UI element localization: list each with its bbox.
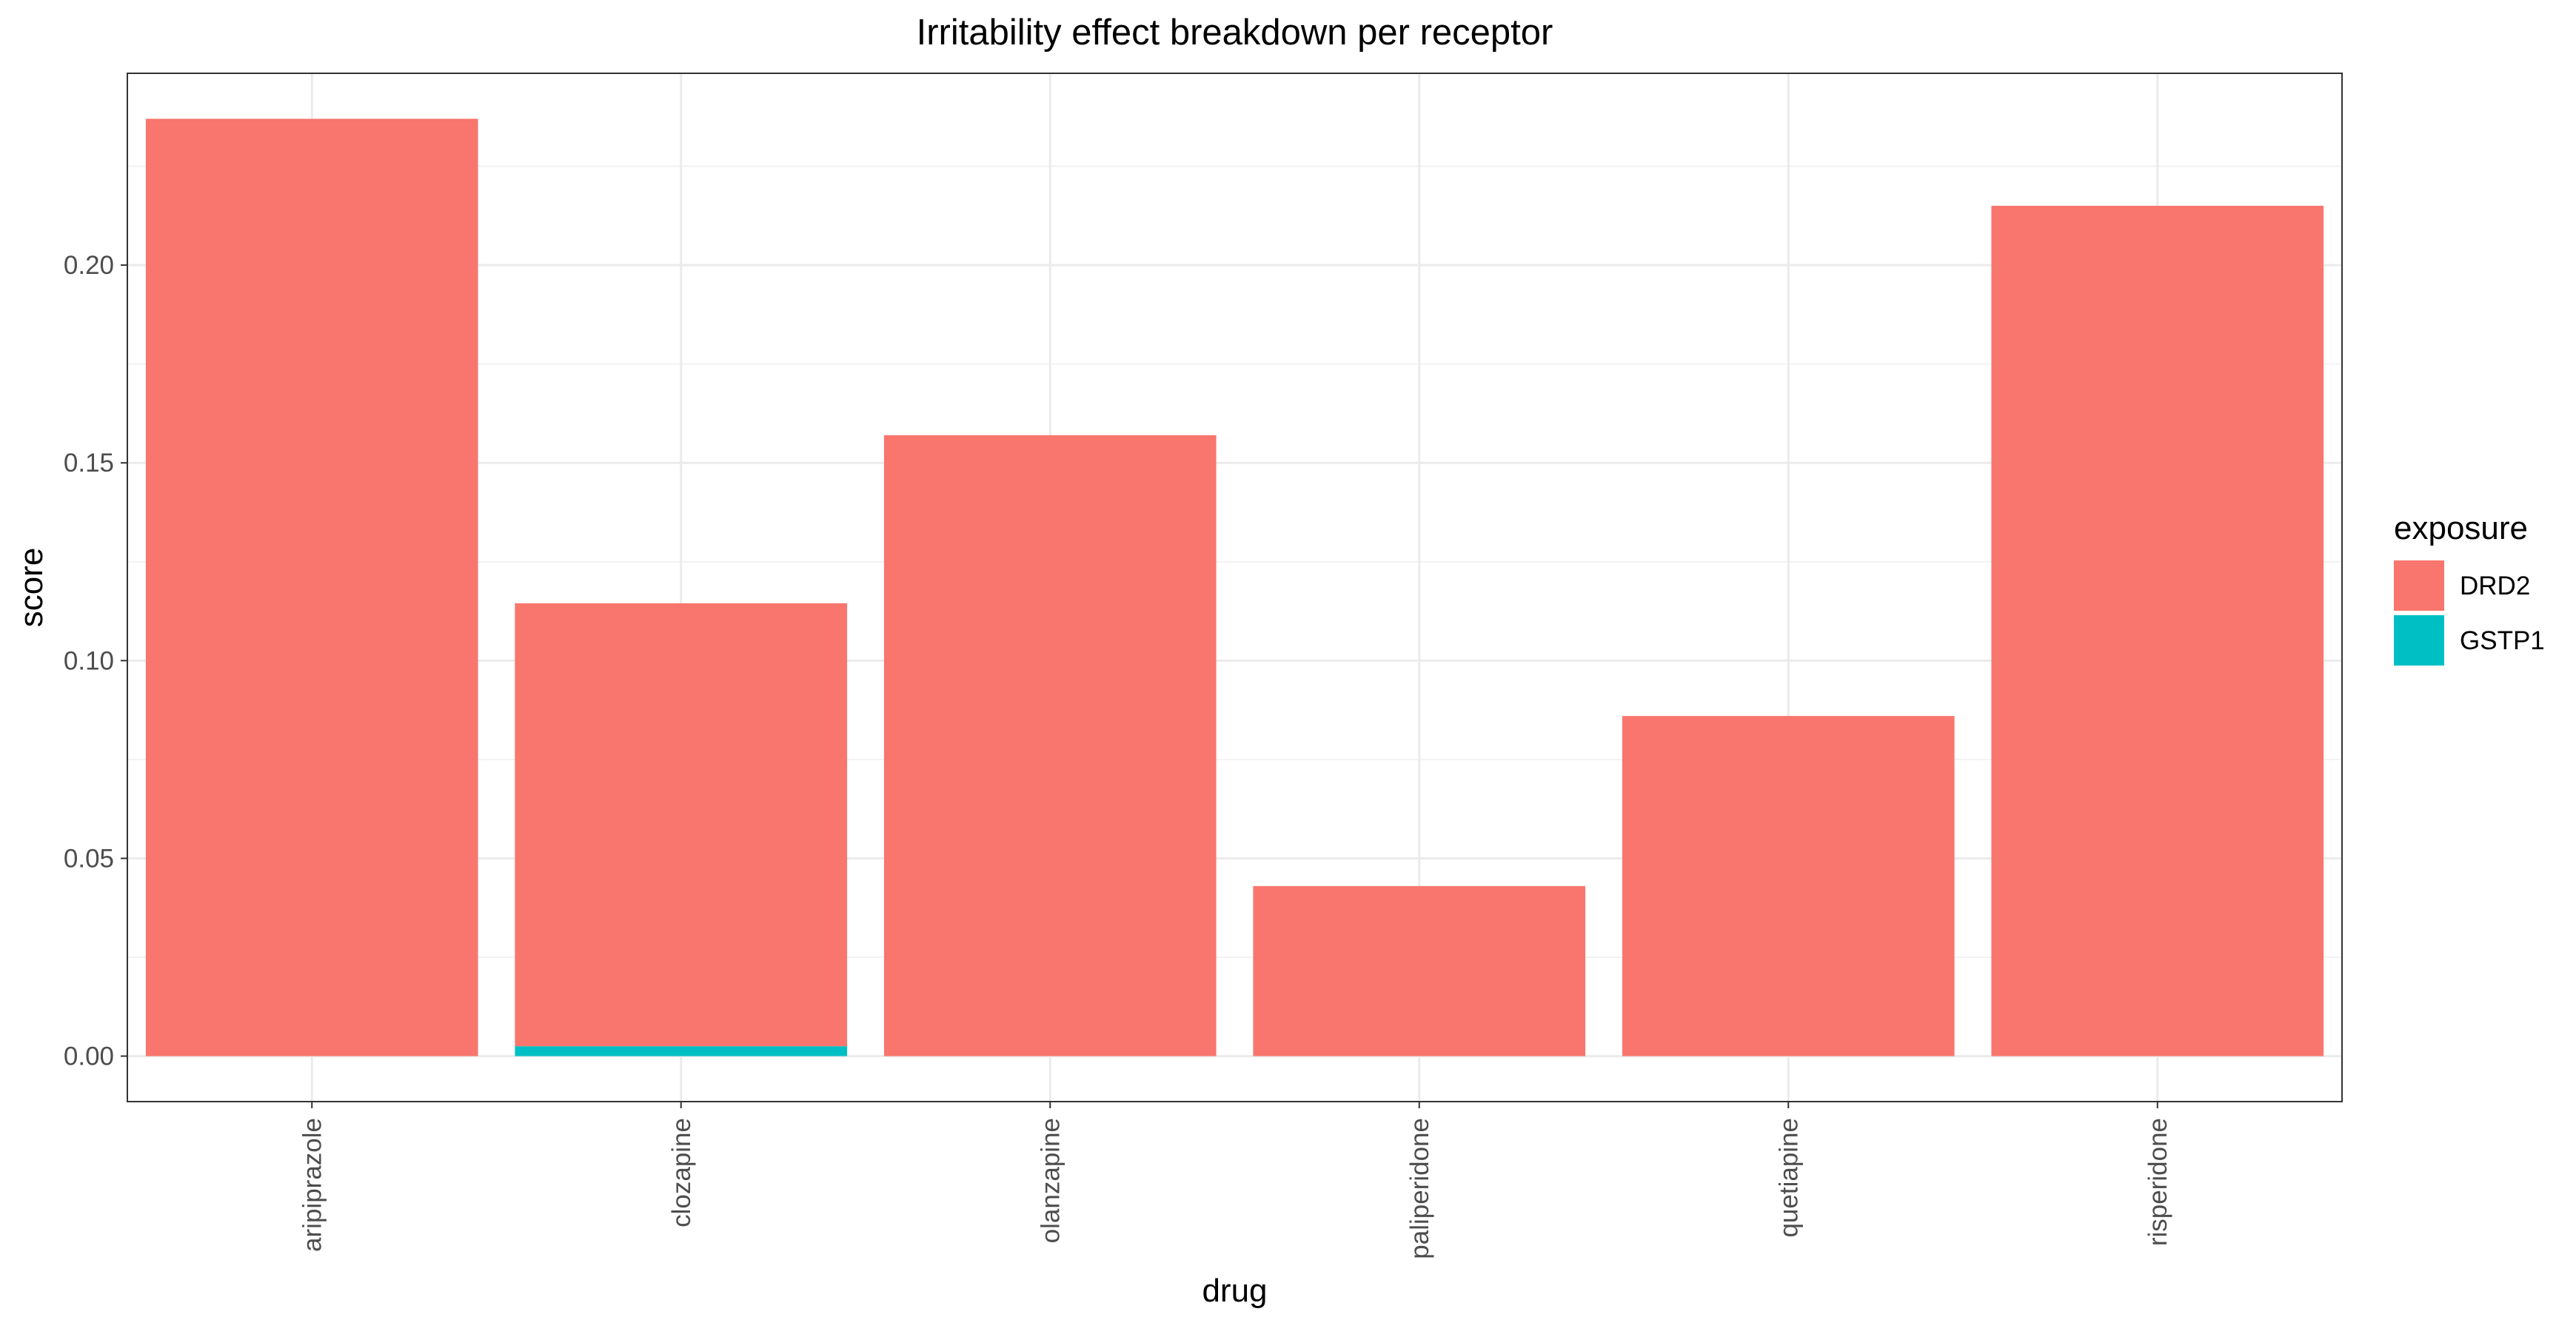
legend-label-drd2: DRD2 [2460,572,2530,600]
axes: 0.00 0.05 0.10 0.15 0.20 aripiprazole clozapin… [64,251,2172,1259]
legend: exposure DRD2 GSTP1 [2394,510,2545,666]
x-tick-label-risperidone: risperidone [2144,1118,2172,1246]
bar-gstp1-clozapine [515,1046,848,1056]
bar-drd2-risperidone [1991,205,2324,1056]
bar-drd2-clozapine [515,603,848,1047]
chart-title: Irritability effect breakdown per recept… [917,13,1553,53]
panel-border [127,73,2343,1102]
legend-label-gstp1: GSTP1 [2460,626,2545,655]
y-tick-label: 0.15 [64,449,114,478]
x-tick-label-paliperidone: paliperidone [1405,1118,1434,1259]
bar-drd2-quetiapine [1622,716,1955,1056]
bar-drd2-paliperidone [1253,885,1586,1056]
x-tick-label-olanzapine: olanzapine [1036,1118,1065,1243]
x-axis-title: drug [1202,1273,1267,1309]
bars [145,118,2324,1056]
x-tick-label-quetiapine: quetiapine [1774,1118,1803,1238]
legend-title: exposure [2394,510,2528,546]
y-tick-label: 0.05 [64,844,114,873]
legend-key-drd2 [2394,560,2444,611]
bar-drd2-aripiprazole [145,118,478,1056]
legend-key-gstp1 [2394,615,2444,666]
x-tick-label-aripiprazole: aripiprazole [298,1118,327,1252]
bar-drd2-olanzapine [883,435,1217,1056]
y-axis-title: score [13,548,50,628]
x-tick-label-clozapine: clozapine [667,1118,696,1227]
y-tick-label: 0.00 [64,1042,114,1071]
y-tick-label: 0.10 [64,646,114,675]
y-tick-label: 0.20 [64,251,114,280]
